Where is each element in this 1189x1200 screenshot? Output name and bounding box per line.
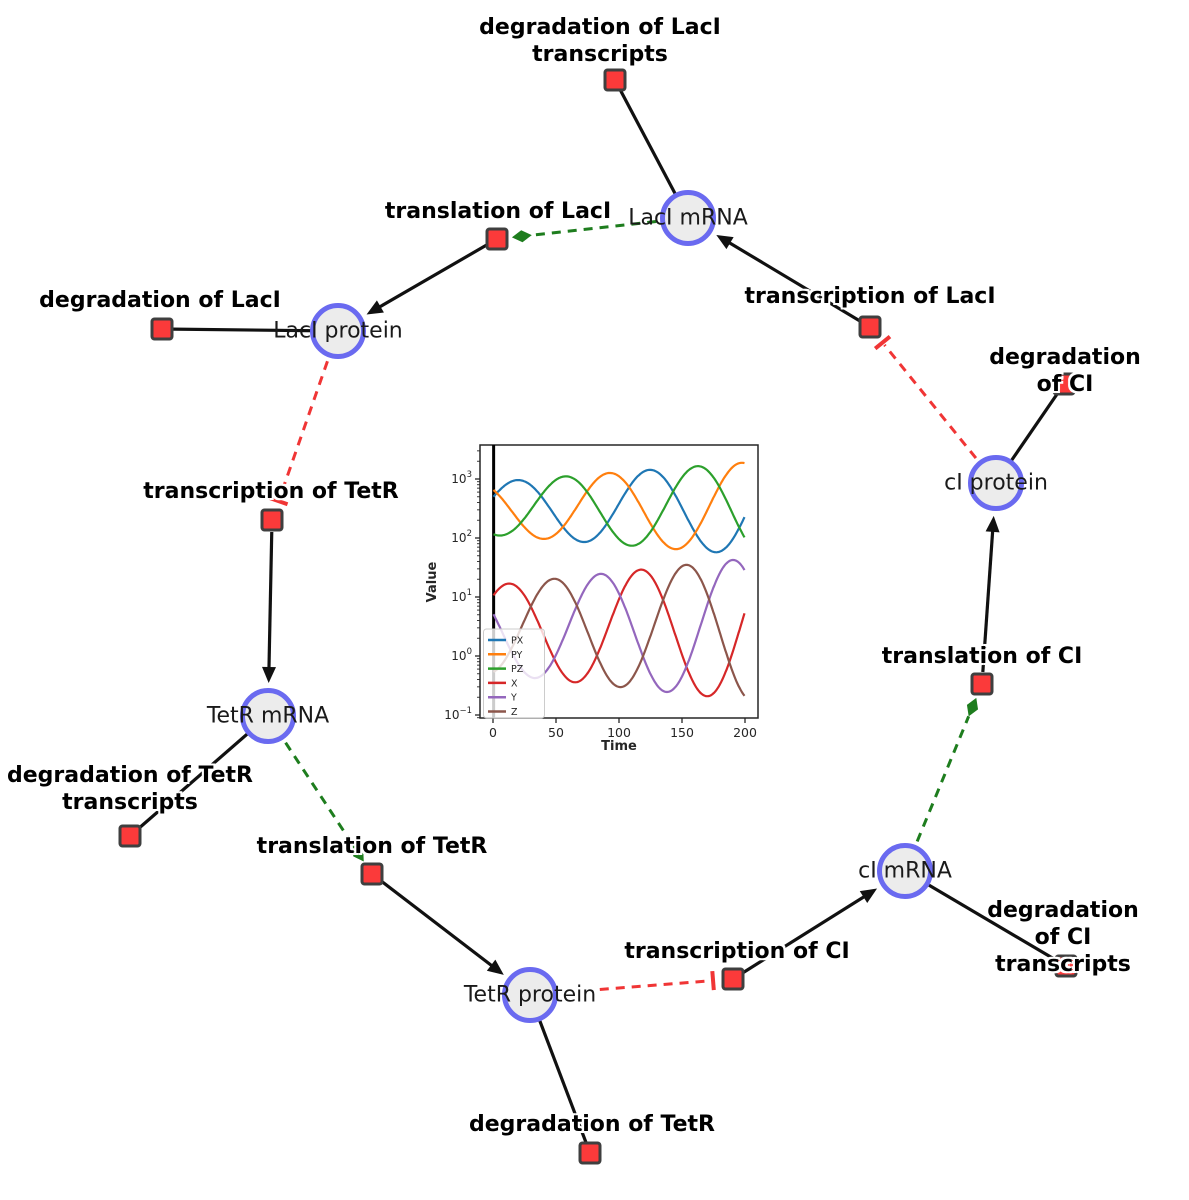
reaction-label-transcription_tetr: transcription of TetR [143,479,399,504]
reaction-node-transcription_laci [858,315,882,339]
reaction-node-deg_ci_tx [1054,954,1078,978]
reaction-label-deg_tetr: degradation of TetR [468,1112,716,1137]
legend-label-PY: PY [511,650,523,661]
reaction-label-deg_ci: degradation of CI [989,345,1141,397]
edge-translation_tetr-to-tetr_protein [380,880,504,975]
reaction-node-deg_laci [150,317,174,341]
reaction-label-deg_tetr_tx: degradation of TetR transcripts [6,763,254,815]
x-tick-label: 50 [548,725,564,740]
edge-translation_ci-to-ci_protein [981,515,1000,673]
edge-tetr_protein-to-deg_tetr [528,994,592,1154]
species-node-tetr_protein [502,967,558,1023]
x-tick-label: 0 [489,725,497,740]
reaction-node-deg_tetr_tx [118,824,142,848]
reaction-node-deg_ci [1052,372,1076,396]
species-label-ci_protein: cI protein [944,470,1048,496]
edge-transcription_tetr-to-tetr_mrna [262,531,276,684]
series-Z [492,563,746,697]
edge-transcription_laci-to-laci_mrna [716,234,861,323]
edge-transcription_ci-to-ci_mrna [742,888,878,974]
chart-legend: PX PY PZ XYZ [483,628,545,719]
reaction-node-translation_laci [485,227,509,251]
x-tick-label: 150 [670,725,694,740]
legend-label-X: X [511,678,518,689]
reaction-node-deg_laci_tx [603,68,627,92]
edge-ci_mrna-to-translation_ci [915,697,979,842]
x-tick-label: 100 [607,725,631,740]
reaction-node-translation_tetr [360,862,384,886]
species-node-laci_protein [310,303,366,359]
edge-ci_mrna-to-deg_ci_tx [904,869,1067,968]
reaction-label-translation_tetr: translation of TetR [256,834,488,859]
species-node-ci_mrna [877,843,933,899]
reaction-node-deg_tetr [578,1141,602,1165]
species-node-laci_mrna [660,190,716,246]
edge-tetr_mrna-to-translation_tetr [284,741,364,862]
chart-ylabel: Value [425,561,440,602]
reaction-node-transcription_tetr [260,508,284,532]
edge-translation_laci-to-laci_protein [366,243,488,315]
reaction-label-transcription_laci: transcription of LacI [744,284,996,309]
edge-tetr_mrna-to-deg_tetr_tx [128,714,270,838]
series-PX [492,468,746,554]
reaction-node-transcription_ci [721,967,745,991]
legend-label-PZ: PZ [511,664,524,675]
edge-laci_mrna-to-translation_laci [511,220,657,243]
species-label-laci_mrna: LacI mRNA [628,205,748,231]
species-label-laci_protein: LacI protein [273,318,403,344]
legend-label-PX: PX [511,636,524,647]
series-PZ [493,465,746,547]
reaction-label-translation_ci: translation of CI [881,644,1083,669]
species-node-tetr_mrna [240,688,296,744]
species-label-tetr_mrna: TetR mRNA [206,703,330,729]
series-PY [492,461,745,551]
reaction-label-transcription_ci: transcription of CI [624,939,850,964]
legend-label-Y: Y [510,693,517,704]
reaction-label-deg_laci: degradation of LacI [39,288,281,313]
reaction-label-deg_ci_tx: degradation of CI transcripts [987,898,1139,977]
legend-label-Z: Z [511,707,518,718]
reaction-node-translation_ci [970,672,994,696]
reaction-label-deg_laci_tx: degradation of LacI transcripts [479,15,721,67]
reaction-label-translation_laci: translation of LacI [384,199,612,224]
edge-ci_protein-to-transcription_laci [873,335,978,460]
edge-laci_protein-to-transcription_tetr [268,360,329,507]
x-tick-label: 200 [733,725,757,740]
species-node-ci_protein [968,455,1024,511]
series-X [492,568,746,698]
species-label-ci_mrna: cI mRNA [858,858,952,884]
edge-tetr_protein-to-transcription_ci [599,970,716,991]
edge-laci_protein-to-deg_laci [161,327,339,333]
chart-xlabel: Time [601,739,637,754]
species-label-tetr_protein: TetR protein [463,982,597,1008]
